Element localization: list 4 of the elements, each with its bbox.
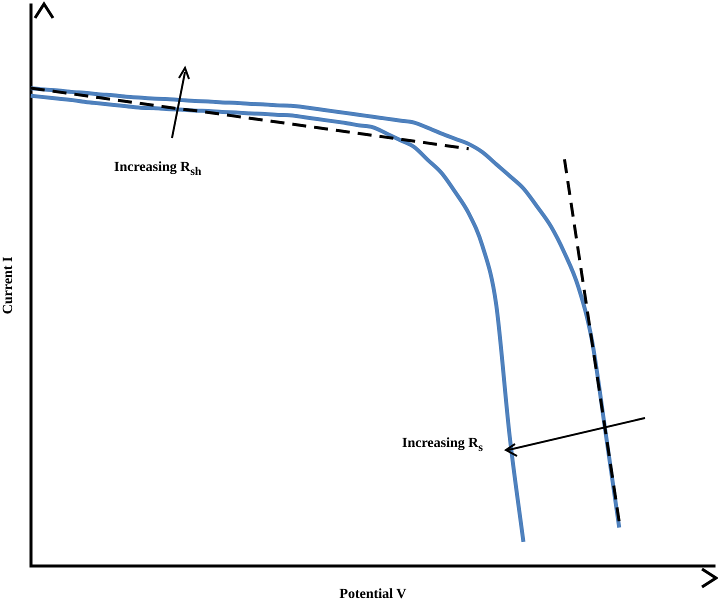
y-axis-title: Current I (1, 256, 16, 314)
annotation: Increasing R$_{sh}$ (114, 160, 202, 178)
annotation: Increasing R$_{s}$ (402, 436, 483, 454)
x-axis-title: Potential V (339, 587, 406, 602)
